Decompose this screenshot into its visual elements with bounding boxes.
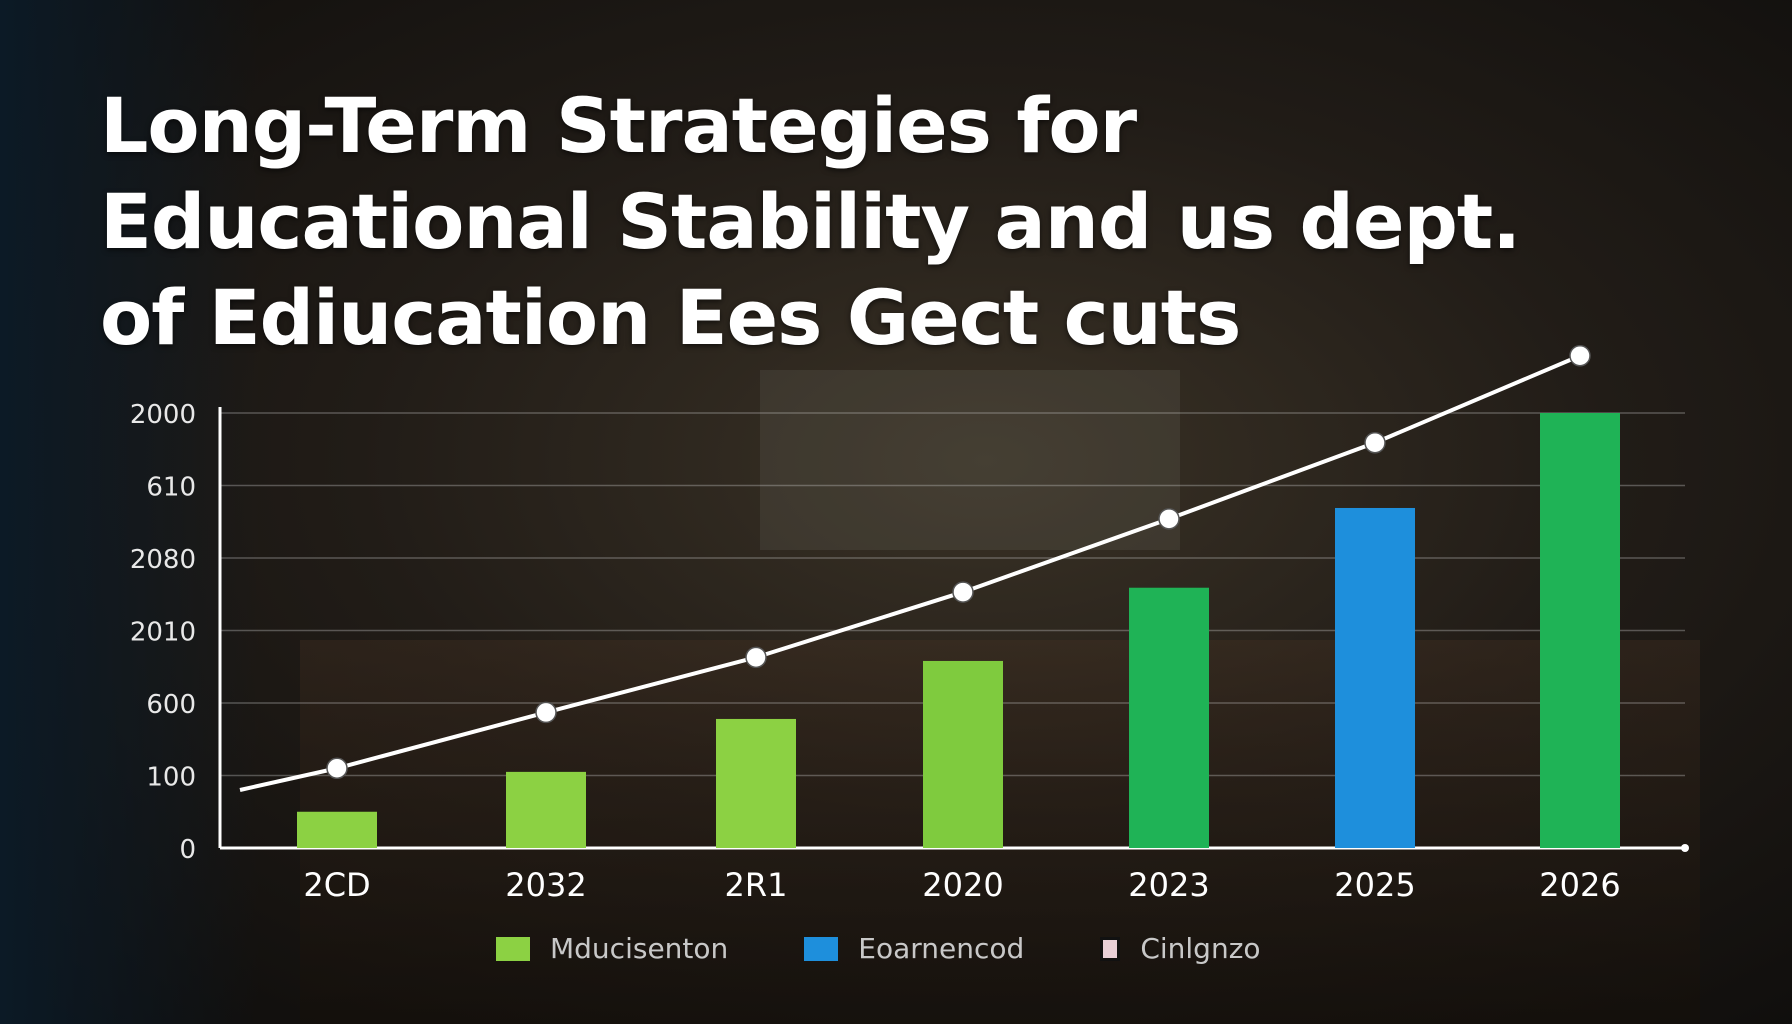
x-tick-label: 2CD [303, 866, 370, 904]
legend-swatch [804, 936, 839, 961]
y-tick-label: 2080 [130, 545, 196, 575]
line-point [326, 757, 348, 779]
y-tick-label: 0 [179, 835, 196, 865]
x-tick-label: 2020 [922, 866, 1003, 904]
legend-label: Eoarnencod [858, 932, 1025, 965]
legend-item: Mducisenton [496, 932, 728, 965]
trend-line [239, 353, 1581, 792]
line-point [1569, 344, 1591, 367]
bar [1129, 587, 1209, 848]
legend-swatch [1100, 936, 1121, 961]
y-tick-label: 2010 [130, 618, 196, 648]
line-point [952, 581, 974, 603]
x-tick-label: 2032 [505, 866, 586, 904]
legend-swatch [496, 936, 530, 961]
title-line: Long-Term Strategies for [100, 81, 1137, 170]
x-tick-label: 2026 [1539, 866, 1620, 904]
y-tick-label: 100 [146, 763, 196, 793]
y-tick-label: 2000 [130, 400, 196, 430]
title-line: Educational Stability and us dept. [100, 177, 1521, 266]
x-tick-label: 2025 [1334, 866, 1415, 904]
bar [1540, 413, 1620, 848]
bar [716, 718, 796, 848]
line-point [1364, 431, 1386, 454]
background-photo-window [760, 370, 1180, 550]
bar [1335, 507, 1415, 848]
x-axis-end [1681, 844, 1689, 852]
legend-label: Cinlgnzo [1140, 932, 1261, 965]
x-tick-label: 2023 [1128, 866, 1209, 904]
legend-item: Cinlgnzo [1100, 932, 1261, 965]
bar [923, 660, 1003, 848]
line-point [535, 701, 557, 724]
legend: Mducisenton Eoarnencod Cinlgnzo [496, 932, 1337, 965]
chart-title: Long-Term Strategies for Educational Sta… [100, 78, 1521, 366]
bar [506, 771, 586, 848]
y-tick-label: 600 [146, 690, 196, 720]
background-photo-left [0, 0, 260, 1024]
bar [297, 811, 377, 848]
x-tick-label: 2R1 [725, 866, 788, 904]
line-point [745, 646, 767, 669]
legend-label: Mducisenton [550, 932, 729, 965]
title-line: of Ediucation Ees Gect cuts [100, 273, 1241, 362]
line-point [1158, 508, 1180, 530]
y-tick-label: 610 [146, 473, 196, 503]
legend-item: Eoarnencod [804, 932, 1024, 965]
